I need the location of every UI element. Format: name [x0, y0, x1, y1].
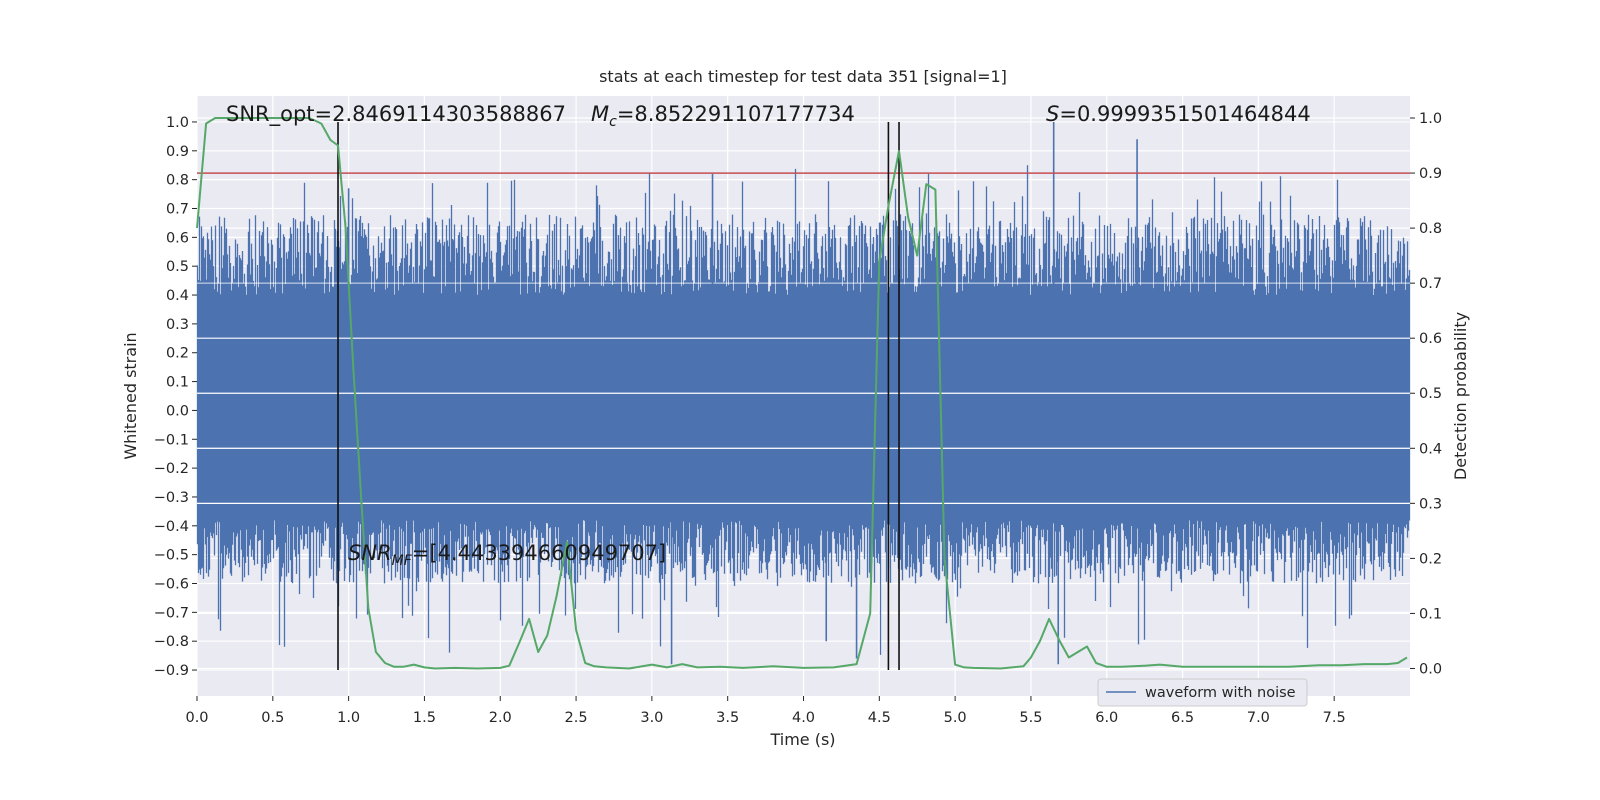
- chirp-mass-annotation: Mc=8.852291107177734: [591, 102, 855, 130]
- chirp-mass-symbol: M: [591, 102, 609, 126]
- x-tick-label: 3.0: [640, 710, 663, 726]
- waveform-series: [196, 121, 1411, 665]
- y-right-tick-label: 0.3: [1419, 496, 1442, 512]
- matched-filter-snr-annotation: SNRMF=[4.443394660949707]: [348, 541, 666, 569]
- right-y-axis-label: Detection probability: [1451, 312, 1470, 480]
- y-left-tick-label: 0.8: [166, 173, 189, 189]
- left-y-axis: 1.0 0.9 0.8 0.7 0.6 0.5 0.4 0.3 0.2 0.1 0.0 −0.1 −0.…: [154, 115, 197, 679]
- y-left-tick-label: −0.1: [154, 432, 189, 448]
- chart-title: stats at each timestep for test data 351…: [599, 67, 1007, 86]
- y-left-tick-label: 0.9: [166, 144, 189, 160]
- x-tick-label: 3.5: [716, 710, 739, 726]
- detection-score-value: =0.9999351501464844: [1059, 102, 1310, 126]
- detection-probability-line: [196, 117, 1408, 670]
- matched-filter-snr-value: =[4.443394660949707]: [412, 541, 666, 565]
- y-left-tick-label: −0.7: [154, 605, 189, 621]
- y-right-tick-label: 0.6: [1419, 331, 1442, 347]
- x-tick-label: 7.5: [1323, 710, 1346, 726]
- y-right-tick-label: 0.2: [1419, 551, 1442, 567]
- detection-score-annotation: S=0.9999351501464844: [1046, 102, 1311, 126]
- y-right-tick-label: 0.8: [1419, 221, 1442, 237]
- x-tick-label: 4.0: [792, 710, 815, 726]
- x-tick-label: 5.0: [944, 710, 967, 726]
- x-axis-label: Time (s): [769, 730, 835, 749]
- y-left-tick-label: −0.5: [154, 548, 189, 564]
- y-right-tick-label: 0.5: [1419, 386, 1442, 402]
- x-tick-label: 0.5: [261, 710, 284, 726]
- y-left-tick-label: −0.4: [154, 519, 189, 535]
- x-tick-label: 1.5: [413, 710, 436, 726]
- y-right-tick-label: 0.7: [1419, 276, 1442, 292]
- right-y-axis: 1.0 0.9 0.8 0.7 0.6 0.5 0.4 0.3 0.2 0.1 0.0: [1410, 111, 1442, 677]
- legend-box: [1097, 678, 1308, 707]
- detection-probability-series: [196, 117, 1408, 670]
- y-left-tick-label: −0.2: [154, 461, 189, 477]
- y-left-tick-label: 0.3: [166, 317, 189, 333]
- x-axis: 0.0 0.5 1.0 1.5 2.0 2.5 3.0 3.5 4.0 4.5 5.0 5.5 6.0 6…: [185, 696, 1346, 726]
- y-right-tick-label: 0.9: [1419, 166, 1442, 182]
- x-tick-label: 0.0: [185, 710, 208, 726]
- x-tick-label: 1.0: [337, 710, 360, 726]
- x-tick-label: 2.5: [565, 710, 588, 726]
- legend: waveform with noise: [1097, 678, 1308, 707]
- y-left-tick-label: 0.0: [166, 403, 189, 419]
- y-left-tick-label: −0.6: [154, 577, 189, 593]
- waveform-core-band: [197, 295, 1410, 521]
- chirp-mass-subscript: c: [609, 114, 617, 130]
- x-tick-label: 7.0: [1247, 710, 1270, 726]
- y-left-tick-label: 0.5: [166, 259, 189, 275]
- x-tick-label: 6.5: [1171, 710, 1194, 726]
- x-tick-label: 6.0: [1095, 710, 1118, 726]
- y-left-tick-label: −0.8: [154, 634, 189, 650]
- y-right-tick-label: 0.0: [1419, 661, 1442, 677]
- y-left-tick-label: 0.2: [166, 346, 189, 362]
- detection-score-symbol: S: [1046, 102, 1059, 126]
- x-tick-label: 2.0: [489, 710, 512, 726]
- chirp-mass-value: =8.852291107177734: [617, 102, 855, 126]
- x-tick-label: 5.5: [1019, 710, 1042, 726]
- snr-opt-annotation: SNR_opt=2.8469114303588867: [226, 102, 566, 127]
- y-left-tick-label: 0.7: [166, 202, 189, 218]
- y-right-tick-label: 0.4: [1419, 441, 1442, 457]
- y-left-tick-label: 0.4: [166, 288, 189, 304]
- matched-filter-snr-symbol: SNR: [348, 541, 392, 565]
- y-right-tick-label: 0.1: [1419, 606, 1442, 622]
- y-left-tick-label: 0.6: [166, 230, 189, 246]
- left-y-axis-label: Whitened strain: [121, 332, 140, 459]
- y-left-tick-label: −0.9: [154, 663, 189, 679]
- matched-filter-snr-subscript: MF: [392, 553, 413, 569]
- y-right-tick-label: 1.0: [1419, 111, 1442, 127]
- y-left-tick-label: −0.3: [154, 490, 189, 506]
- y-left-tick-label: 0.1: [166, 375, 189, 391]
- y-left-tick-label: 1.0: [166, 115, 189, 131]
- detection-marker-lines: [337, 121, 900, 671]
- x-tick-label: 4.5: [868, 710, 891, 726]
- legend-label-waveform: waveform with noise: [1145, 685, 1296, 701]
